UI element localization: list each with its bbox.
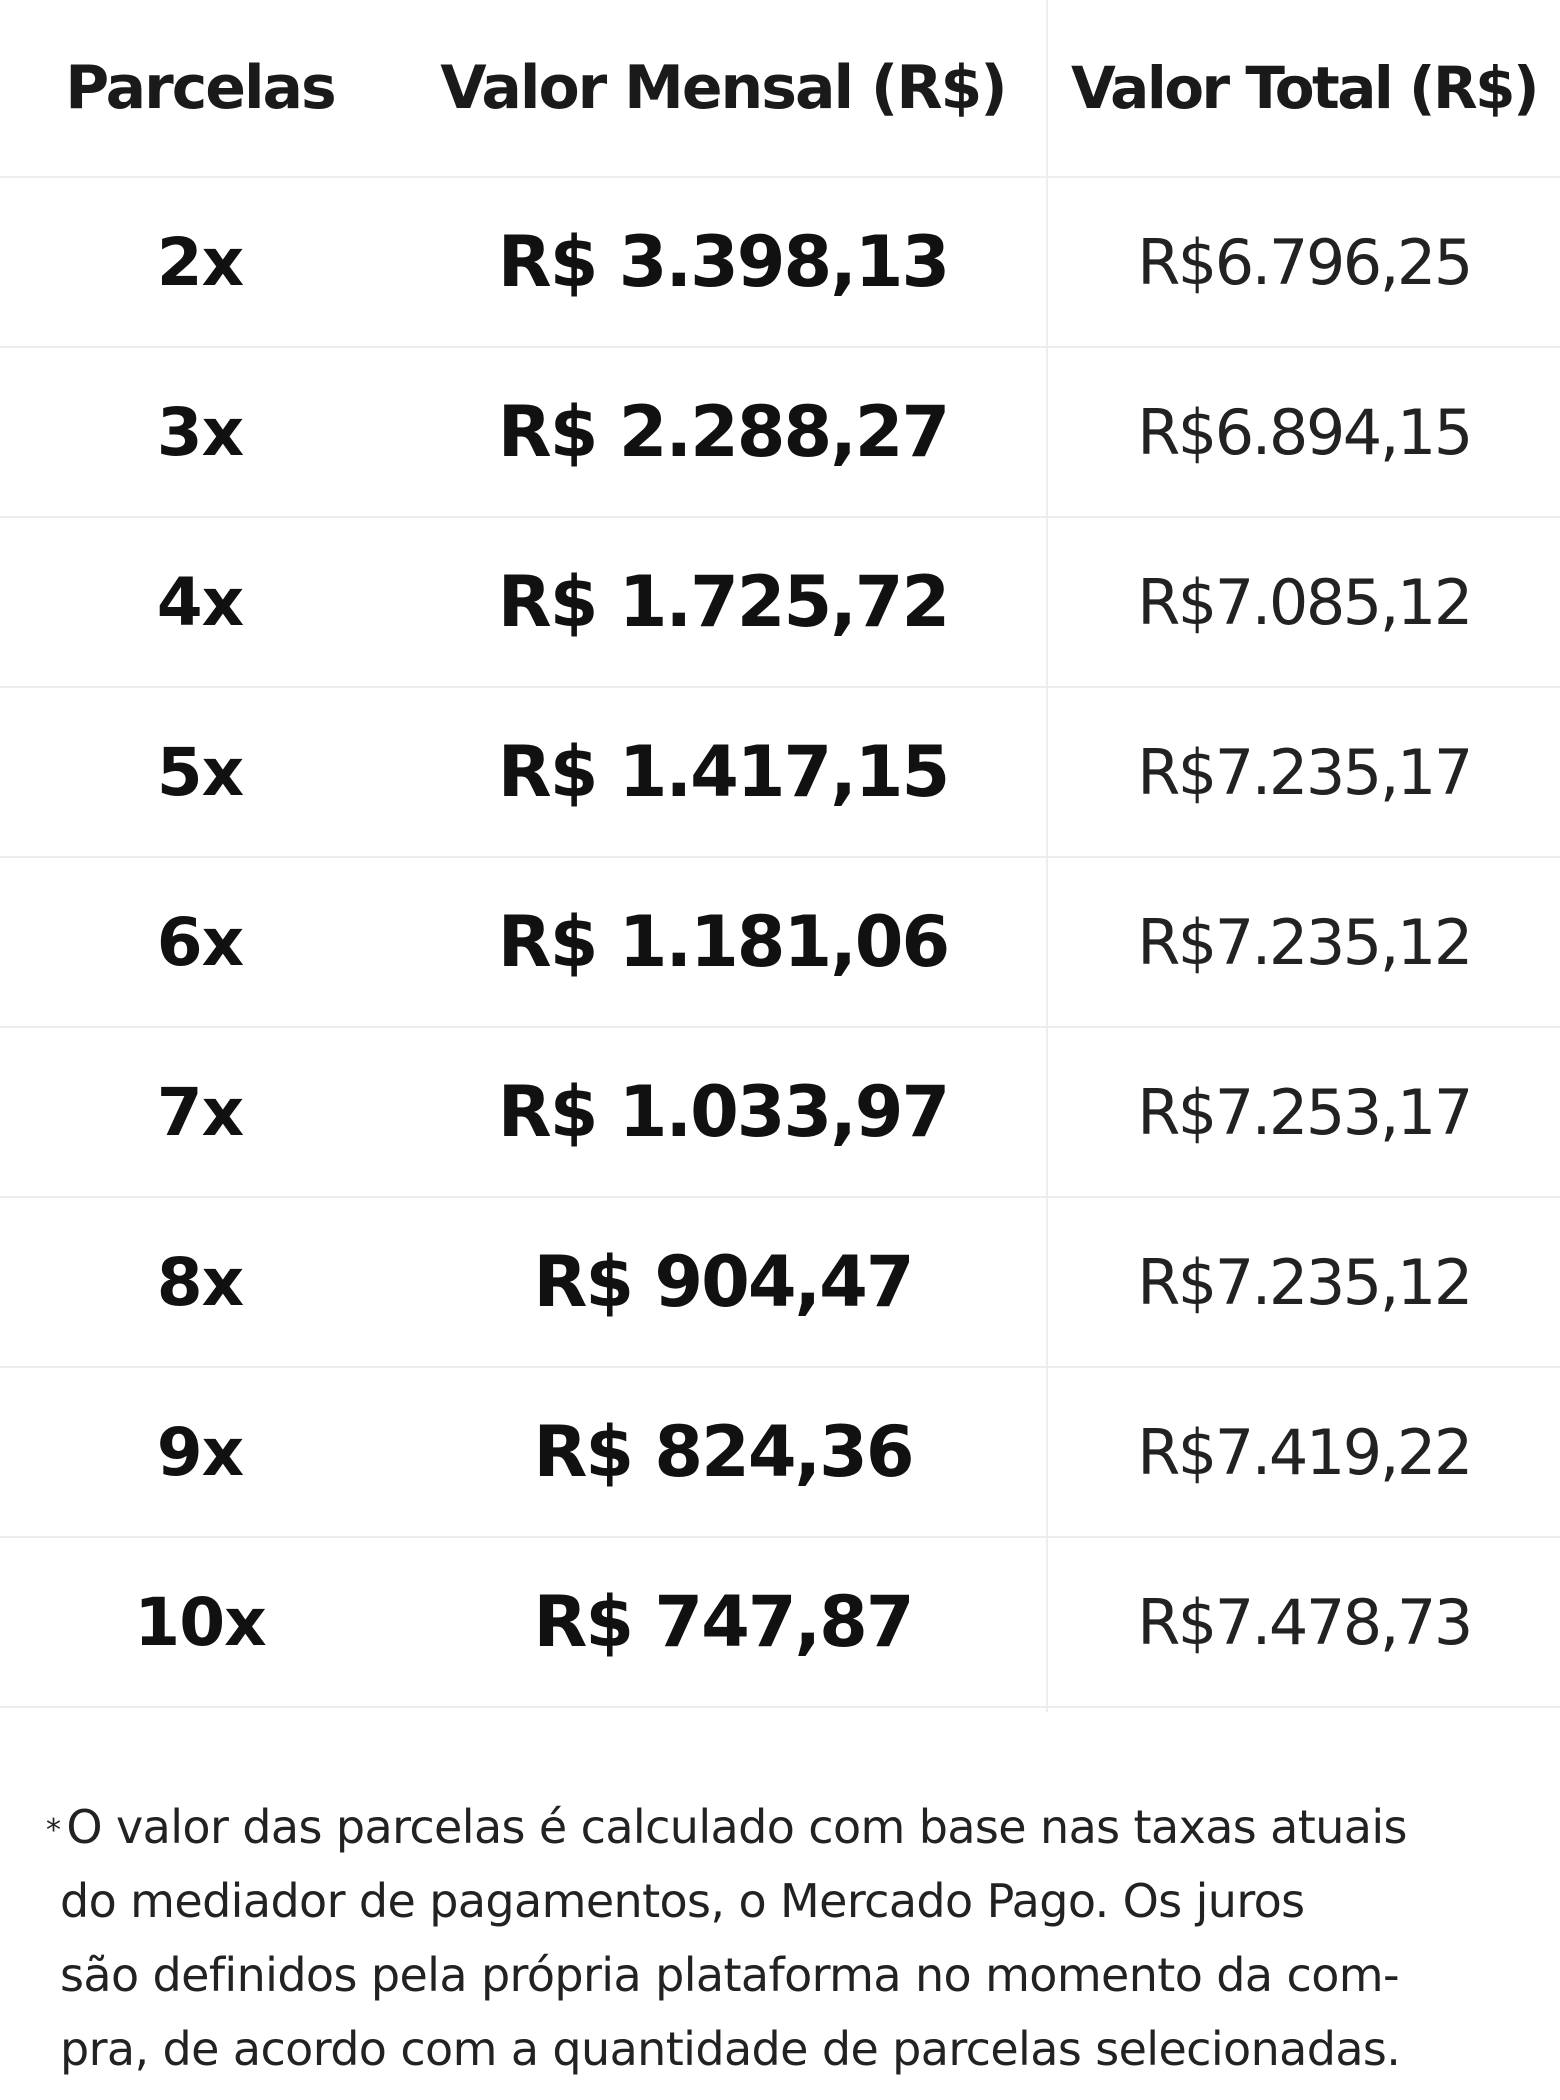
monthly-value-cell: R$ 1.033,97 [497,1071,950,1153]
total-value-cell: R$7.235,12 [1137,1245,1473,1319]
total-value-cell: R$7.085,12 [1137,565,1473,639]
footnote: * O valor das parcelas é calculado com ba… [46,1790,1516,2086]
monthly-value-cell: R$ 3.398,13 [497,221,950,303]
table-row: 3x R$ 2.288,27 R$6.894,15 [0,348,1560,518]
monthly-value-cell: R$ 1.181,06 [497,901,950,983]
header-total-value: Valor Total (R$) [1070,54,1540,122]
footnote-line-1: * O valor das parcelas é calculado com ba… [46,1790,1516,1864]
total-value-cell: R$7.419,22 [1137,1415,1473,1489]
table-row: 8x R$ 904,47 R$7.235,12 [0,1198,1560,1368]
header-installments: Parcelas [65,53,336,123]
total-value-cell: R$7.478,73 [1137,1585,1473,1659]
table-row: 10x R$ 747,87 R$7.478,73 [0,1538,1560,1708]
header-monthly-value: Valor Mensal (R$) [440,53,1007,123]
table-row: 5x R$ 1.417,15 R$7.235,17 [0,688,1560,858]
installments-cell: 10x [134,1583,266,1661]
total-value-cell: R$7.253,17 [1137,1075,1473,1149]
table-header-row: Parcelas Valor Mensal (R$) Valor Total (… [0,0,1560,178]
monthly-value-cell: R$ 824,36 [533,1411,914,1493]
installments-cell: 9x [156,1413,245,1491]
installments-table: Parcelas Valor Mensal (R$) Valor Total (… [0,0,1560,1712]
monthly-value-cell: R$ 747,87 [533,1581,914,1663]
total-value-cell: R$6.796,25 [1137,225,1473,299]
installments-cell: 3x [156,393,245,471]
installments-cell: 7x [156,1073,245,1151]
installments-cell: 2x [156,223,245,301]
footnote-line-3: são definidos pela própria plataforma no… [60,1948,1400,2002]
footnote-line-2: do mediador de pagamentos, o Mercado Pag… [60,1874,1305,1928]
table-row: 2x R$ 3.398,13 R$6.796,25 [0,178,1560,348]
monthly-value-cell: R$ 2.288,27 [497,391,950,473]
footnote-marker: * [46,1813,61,1848]
monthly-value-cell: R$ 904,47 [533,1241,914,1323]
total-value-cell: R$7.235,12 [1137,905,1473,979]
total-value-cell: R$7.235,17 [1137,735,1473,809]
installments-cell: 5x [156,733,245,811]
table-row: 9x R$ 824,36 R$7.419,22 [0,1368,1560,1538]
table-row: 4x R$ 1.725,72 R$7.085,12 [0,518,1560,688]
footnote-text: O valor das parcelas é calculado com bas… [66,1800,1407,1854]
total-value-cell: R$6.894,15 [1137,395,1473,469]
monthly-value-cell: R$ 1.417,15 [497,731,950,813]
installments-cell: 4x [156,563,245,641]
monthly-value-cell: R$ 1.725,72 [497,561,950,643]
footnote-line-4: pra, de acordo com a quantidade de parce… [60,2022,1401,2076]
table-row: 7x R$ 1.033,97 R$7.253,17 [0,1028,1560,1198]
installments-cell: 6x [156,903,245,981]
table-row: 6x R$ 1.181,06 R$7.235,12 [0,858,1560,1028]
installments-cell: 8x [156,1243,245,1321]
